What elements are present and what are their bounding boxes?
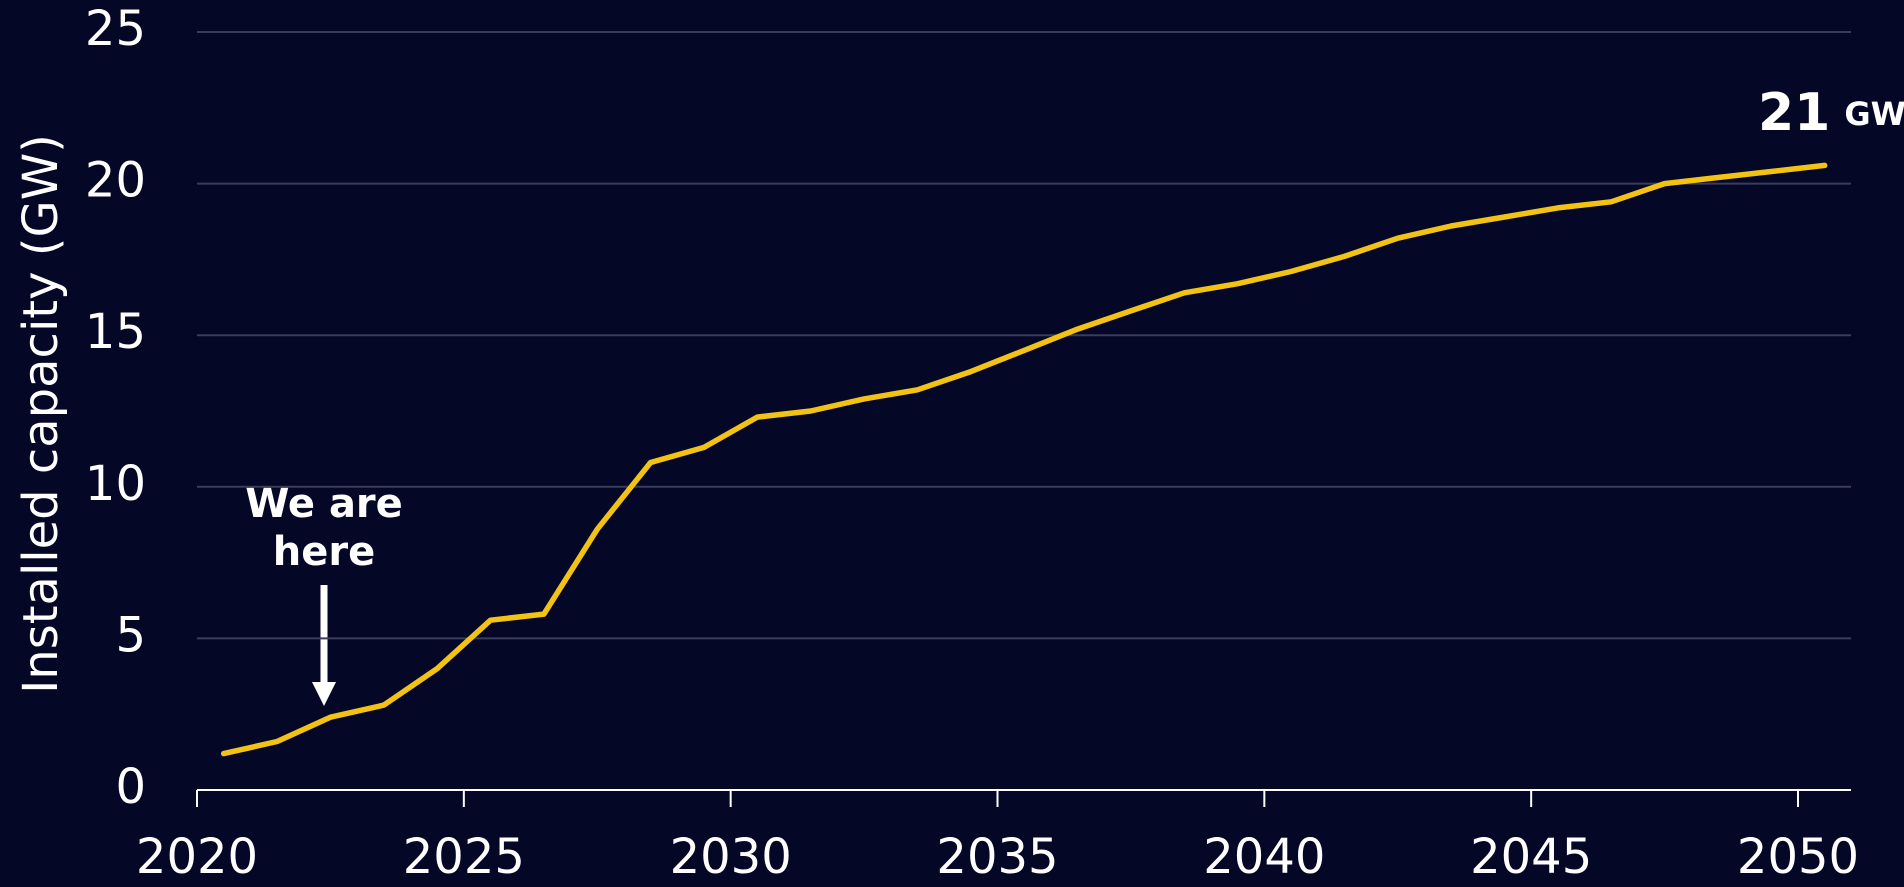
annotation-arrowhead xyxy=(312,682,336,706)
value-label: 21 GW xyxy=(1758,83,1904,143)
value-label-unit: GW xyxy=(1844,95,1904,133)
annotation: We are xyxy=(245,481,403,527)
x-tick-label: 2025 xyxy=(403,829,525,885)
x-tick-label: 2050 xyxy=(1737,829,1859,885)
y-tick-label: 5 xyxy=(115,607,146,663)
y-tick-label: 15 xyxy=(85,304,146,360)
x-tick-label: 2020 xyxy=(136,829,258,885)
x-tick-label: 2035 xyxy=(936,829,1058,885)
value-label-number: 21 xyxy=(1758,83,1830,143)
x-tick-label: 2030 xyxy=(670,829,792,885)
x-tick-label: 2045 xyxy=(1470,829,1592,885)
x-tick-label: 2040 xyxy=(1203,829,1325,885)
y-tick-label: 10 xyxy=(85,456,146,512)
y-tick-label: 20 xyxy=(85,153,146,209)
line xyxy=(220,162,1828,757)
annotation: here xyxy=(273,529,375,575)
y-axis-label: Installed capacity (GW) xyxy=(13,134,69,694)
y-tick-label: 0 xyxy=(115,759,146,815)
y-tick-label: 25 xyxy=(85,1,146,57)
